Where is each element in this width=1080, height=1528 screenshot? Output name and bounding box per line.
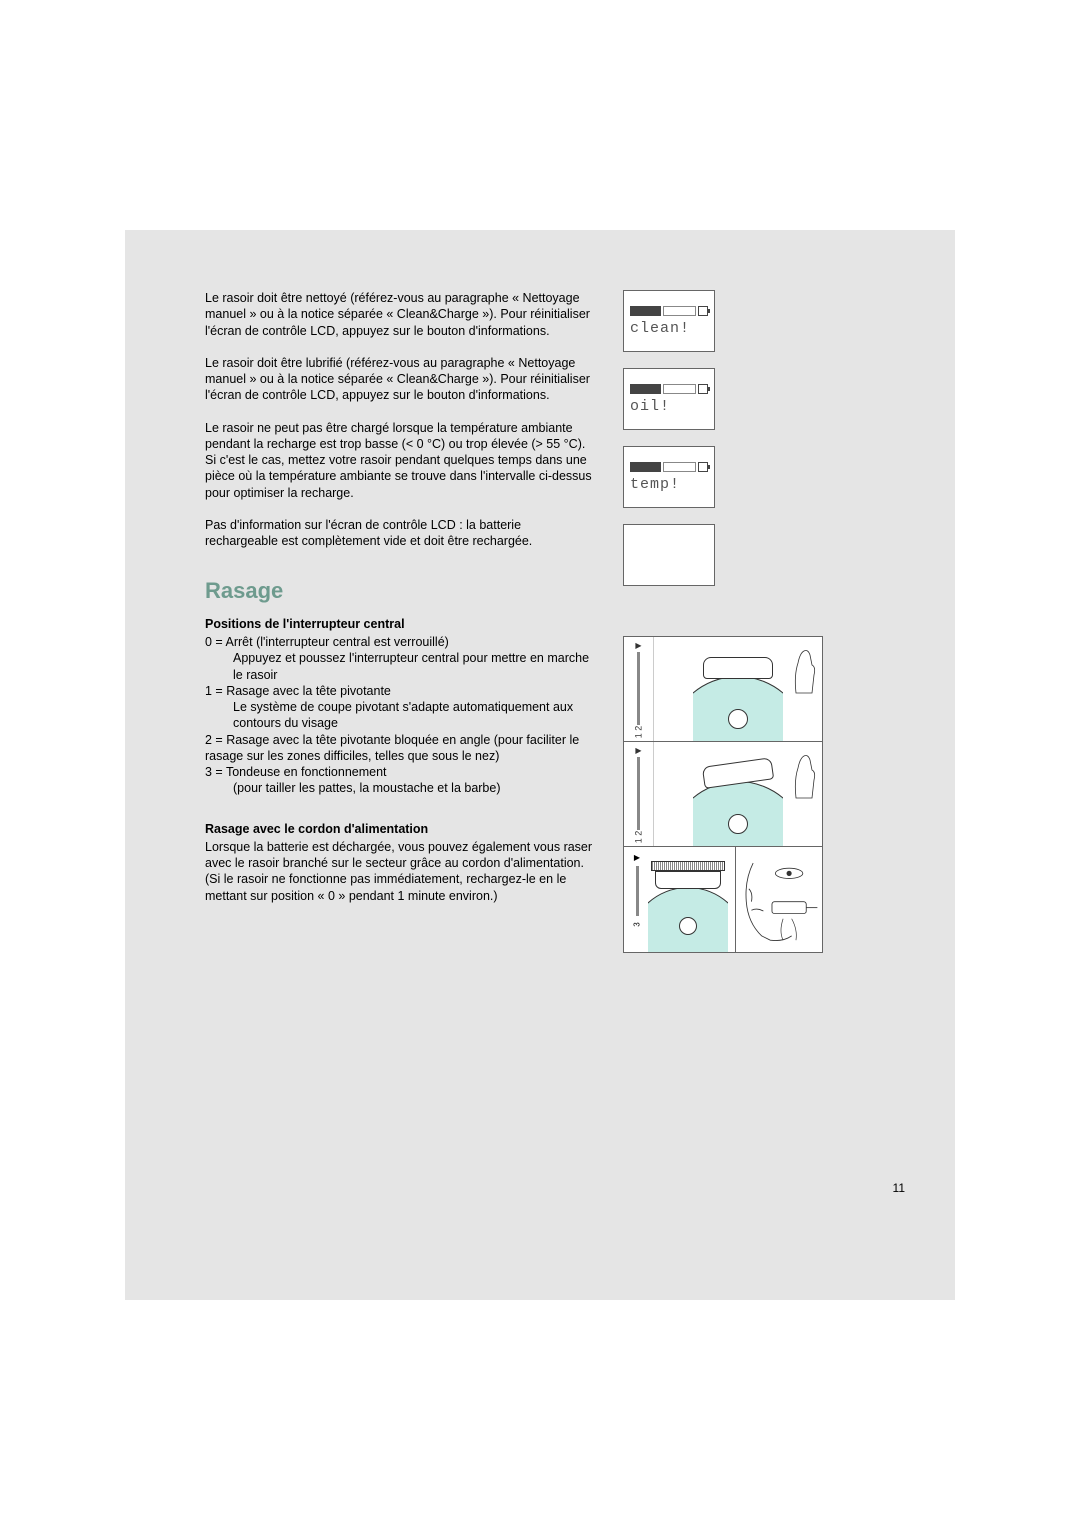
- lcd-seg: [663, 384, 696, 394]
- cord-section: Rasage avec le cordon d'alimentation Lor…: [205, 821, 595, 904]
- diagram-row-2: ▶ 1 2: [624, 742, 822, 847]
- trimmer-teeth-icon: [651, 861, 725, 871]
- para-cord: Lorsque la batterie est déchargée, vous …: [205, 839, 595, 904]
- lcd-clean: clean!: [623, 290, 715, 352]
- lcd-oil: oil!: [623, 368, 715, 430]
- hand-icon: [788, 750, 818, 800]
- pos-1: 1 = Rasage avec la tête pivotante: [205, 683, 595, 699]
- para-temp-1: Le rasoir ne peut pas être chargé lorsqu…: [205, 421, 585, 451]
- switch-num: 3: [632, 922, 641, 926]
- lcd-text-temp: temp!: [630, 476, 708, 493]
- para-temp: Le rasoir ne peut pas être chargé lorsqu…: [205, 420, 595, 501]
- lcd-bar: [630, 462, 708, 472]
- para-oil: Le rasoir doit être lubrifié (référez-vo…: [205, 355, 595, 404]
- manual-page: Le rasoir doit être nettoyé (référez-vou…: [125, 230, 955, 1300]
- para-noinfo: Pas d'information sur l'écran de contrôl…: [205, 517, 595, 550]
- lcd-seg: [630, 462, 661, 472]
- shaver-head-icon: [702, 757, 774, 789]
- shaver-head-icon: [703, 657, 773, 679]
- text-column: Le rasoir doit être nettoyé (référez-vou…: [205, 290, 595, 953]
- shaver-button-icon: [679, 917, 697, 935]
- para-temp-2: Si c'est le cas, mettez votre rasoir pen…: [205, 453, 592, 500]
- page-number: 11: [893, 1181, 905, 1195]
- shaver-button-icon: [728, 814, 748, 834]
- hand-icon: [788, 645, 818, 695]
- switch-indicator: ▶ 1 2: [624, 742, 654, 846]
- subheading-positions: Positions de l'interrupteur central: [205, 616, 595, 632]
- switch-bar: [636, 866, 639, 916]
- switch-num: 1 2: [633, 831, 643, 844]
- pos-0-desc: Appuyez et poussez l'interrupteur centra…: [205, 650, 595, 683]
- switch-bar: [637, 757, 640, 830]
- lcd-temp: temp!: [623, 446, 715, 508]
- lcd-text-oil: oil!: [630, 398, 708, 415]
- plug-icon: [698, 306, 708, 316]
- diagram-row-3: ▶ 3: [624, 847, 822, 952]
- lcd-seg: [663, 306, 696, 316]
- lcd-seg: [630, 306, 661, 316]
- switch-list: 0 = Arrêt (l'interrupteur central est ve…: [205, 634, 595, 797]
- shaver-illustration-2: [654, 742, 822, 846]
- lcd-seg: [663, 462, 696, 472]
- pos-0: 0 = Arrêt (l'interrupteur central est ve…: [205, 634, 595, 650]
- lcd-blank: [623, 524, 715, 586]
- face-illustration: [736, 847, 822, 952]
- triangle-icon: ▶: [635, 641, 641, 650]
- triangle-icon: ▶: [635, 746, 641, 755]
- pos-1-desc: Le système de coupe pivotant s'adapte au…: [205, 699, 595, 732]
- plug-icon: [698, 384, 708, 394]
- lcd-text-clean: clean!: [630, 320, 708, 337]
- pos-2: 2 = Rasage avec la tête pivotante bloqué…: [205, 732, 595, 765]
- subheading-cord: Rasage avec le cordon d'alimentation: [205, 821, 595, 837]
- para-clean: Le rasoir doit être nettoyé (référez-vou…: [205, 290, 595, 339]
- diagram-row-1: ▶ 1 2: [624, 637, 822, 742]
- pos-3-desc: (pour tailler les pattes, la moustache e…: [205, 780, 595, 796]
- plug-icon: [698, 462, 708, 472]
- shaver-head-icon: [655, 871, 721, 889]
- trimmer-illustration: ▶ 3: [624, 847, 736, 952]
- content-columns: Le rasoir doit être nettoyé (référez-vou…: [205, 290, 905, 953]
- lcd-bar: [630, 384, 708, 394]
- lcd-seg: [630, 384, 661, 394]
- shaver-button-icon: [728, 709, 748, 729]
- shaver-illustration-1: [654, 637, 822, 741]
- switch-indicator: ▶ 1 2: [624, 637, 654, 741]
- shaving-diagram: ▶ 1 2: [623, 636, 823, 953]
- triangle-icon: ▶: [634, 853, 640, 862]
- pos-3: 3 = Tondeuse en fonctionnement: [205, 764, 595, 780]
- illustration-column: clean! oil! temp!: [623, 290, 843, 953]
- lcd-bar: [630, 306, 708, 316]
- switch-num: 1 2: [633, 726, 643, 739]
- section-heading: Rasage: [205, 577, 595, 606]
- switch-bar: [637, 652, 640, 725]
